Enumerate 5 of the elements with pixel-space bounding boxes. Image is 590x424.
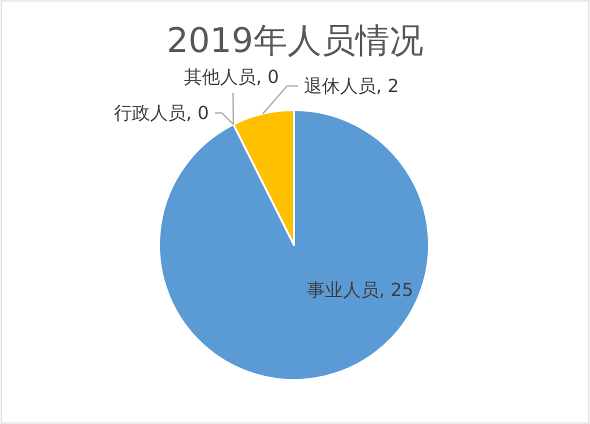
slice-label: 事业人员, 25: [307, 280, 414, 301]
slice-label: 退休人员, 2: [304, 76, 399, 97]
chart-title: 2019年人员情况: [166, 20, 424, 61]
slice-label: 其他人员, 0: [184, 67, 279, 88]
slice-label: 行政人员, 0: [114, 103, 209, 124]
